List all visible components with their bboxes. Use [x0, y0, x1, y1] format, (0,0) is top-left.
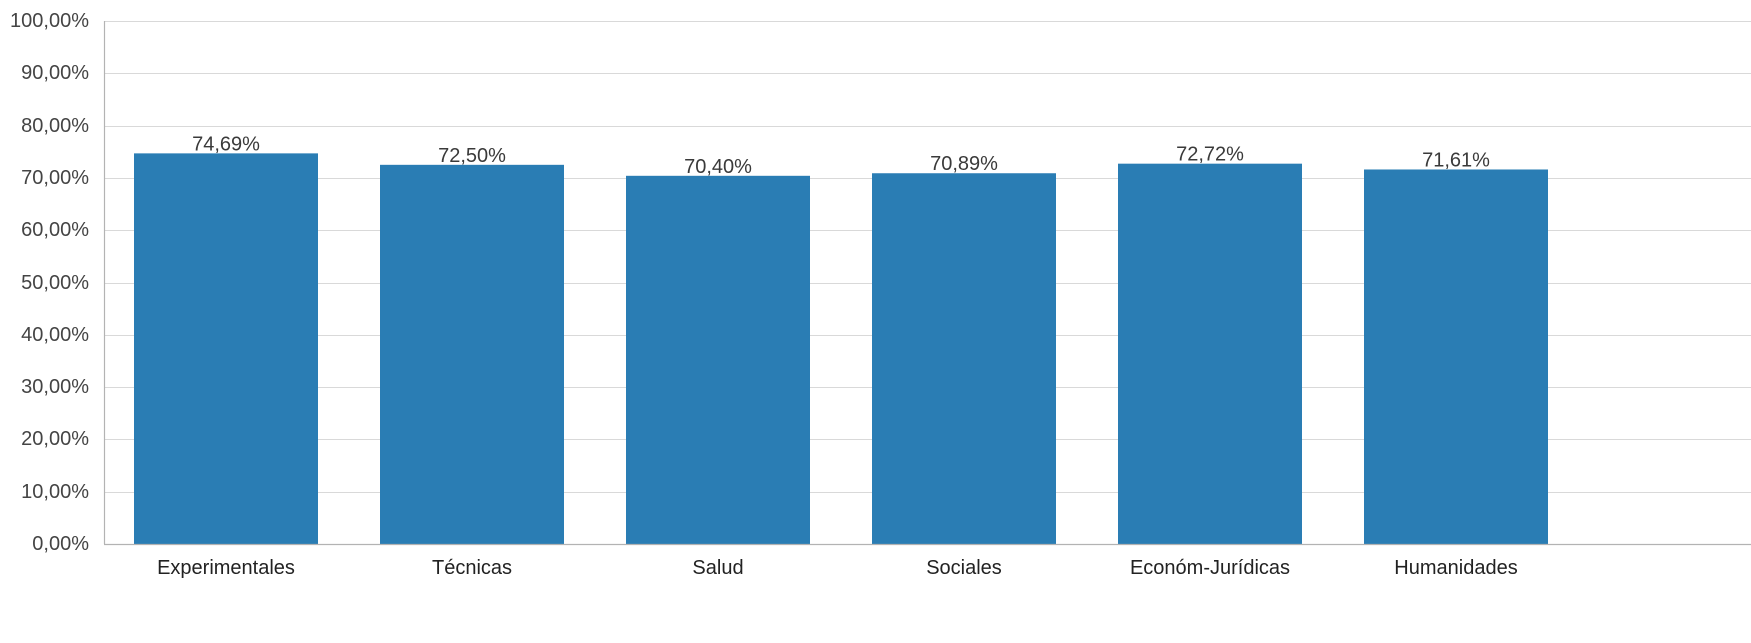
x-tick-label: Económ-Jurídicas — [1130, 557, 1290, 579]
y-tick-label: 90,00% — [21, 62, 89, 84]
bar-económ-jurídicas — [1118, 163, 1302, 545]
y-axis-tick-labels: 0,00% 10,00% 20,00% 30,00% 40,00% 50,00% 60,00… — [10, 10, 89, 555]
y-tick-label: 40,00% — [21, 324, 89, 346]
y-tick-label: 100,00% — [10, 10, 89, 32]
x-tick-label: Sociales — [926, 557, 1002, 579]
x-tick-label: Experimentales — [157, 557, 295, 579]
bar-value-label: 70,40% — [684, 156, 752, 178]
y-tick-label: 0,00% — [32, 533, 89, 555]
bar-value-labels: 74,69% 72,50% 70,40% 70,89% 72,72% 71,61% — [192, 133, 1490, 177]
bar-value-label: 72,72% — [1176, 144, 1244, 166]
bar-salud — [626, 175, 810, 545]
bars — [134, 153, 1548, 545]
bar-value-label: 71,61% — [1422, 149, 1490, 171]
bar-value-label: 74,69% — [192, 133, 260, 155]
y-tick-label: 50,00% — [21, 272, 89, 294]
y-tick-label: 20,00% — [21, 428, 89, 450]
y-tick-label: 60,00% — [21, 219, 89, 241]
axes — [103, 21, 1751, 546]
bar-value-label: 72,50% — [438, 145, 506, 167]
y-tick-label: 10,00% — [21, 481, 89, 503]
x-tick-label: Técnicas — [432, 557, 512, 579]
y-tick-label: 30,00% — [21, 376, 89, 398]
bar-técnicas — [380, 164, 564, 544]
x-tick-label: Salud — [692, 557, 743, 579]
y-tick-label: 70,00% — [21, 167, 89, 189]
bar-experimentales — [134, 153, 318, 544]
x-axis-tick-labels: Experimentales Técnicas Salud Sociales Econó… — [157, 557, 1518, 579]
y-tick-label: 80,00% — [21, 115, 89, 137]
bar-value-label: 70,89% — [930, 153, 998, 175]
x-tick-label: Humanidades — [1394, 557, 1517, 579]
bar-sociales — [872, 173, 1056, 544]
bar-humanidades — [1364, 169, 1548, 544]
